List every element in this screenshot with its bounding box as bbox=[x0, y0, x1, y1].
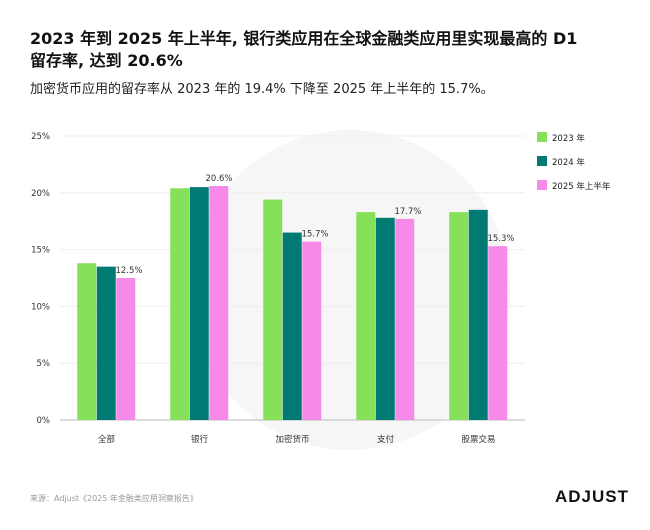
data-label: 12.5% bbox=[115, 266, 142, 276]
chart-subtitle: 加密货币应用的留存率从 2023 年的 19.4% 下降至 2025 年上半年的… bbox=[30, 82, 494, 97]
y-tick-label: 20% bbox=[31, 189, 50, 199]
bar-1 bbox=[356, 212, 376, 420]
y-tick-label: 15% bbox=[31, 246, 50, 256]
bar-2 bbox=[282, 232, 302, 420]
bar-3 bbox=[209, 185, 229, 420]
y-tick-label: 5% bbox=[37, 359, 51, 369]
bar-3 bbox=[395, 218, 415, 420]
source-note: 来源：Adjust《2025 年金融类应用洞察报告》 bbox=[30, 494, 198, 503]
data-label: 15.7% bbox=[301, 230, 328, 240]
adjust-logo: ADJUST bbox=[555, 487, 630, 506]
legend-swatch bbox=[537, 156, 547, 166]
legend-swatch bbox=[537, 180, 547, 190]
y-tick-label: 0% bbox=[37, 416, 51, 426]
data-label: 17.7% bbox=[394, 207, 421, 217]
legend-label: 2023 年 bbox=[552, 133, 585, 144]
bar-1 bbox=[170, 188, 190, 420]
x-tick-label: 股票交易 bbox=[461, 434, 495, 445]
x-tick-label: 全部 bbox=[98, 434, 116, 445]
legend-label: 2025 年上半年 bbox=[552, 181, 611, 192]
y-tick-label: 10% bbox=[31, 302, 50, 312]
bar-2 bbox=[96, 266, 116, 420]
data-label: 20.6% bbox=[205, 174, 232, 184]
legend-label: 2024 年 bbox=[552, 157, 585, 168]
legend-swatch bbox=[537, 132, 547, 142]
bar-2 bbox=[189, 187, 209, 420]
y-tick-label: 25% bbox=[31, 132, 50, 142]
bar-1 bbox=[449, 212, 469, 420]
bar-2 bbox=[375, 217, 395, 420]
bar-1 bbox=[263, 199, 283, 420]
bar-1 bbox=[77, 263, 97, 420]
bar-3 bbox=[302, 241, 322, 420]
x-tick-label: 支付 bbox=[377, 434, 395, 445]
x-tick-label: 银行 bbox=[191, 434, 209, 445]
x-tick-label: 加密货币 bbox=[275, 434, 309, 445]
bar-2 bbox=[468, 209, 488, 420]
bar-3 bbox=[488, 246, 508, 420]
data-label: 15.3% bbox=[487, 234, 514, 244]
bar-3 bbox=[116, 278, 136, 420]
chart-title: 2023 年到 2025 年上半年, 银行类应用在全球金融类应用里实现最高的 D… bbox=[30, 29, 578, 70]
